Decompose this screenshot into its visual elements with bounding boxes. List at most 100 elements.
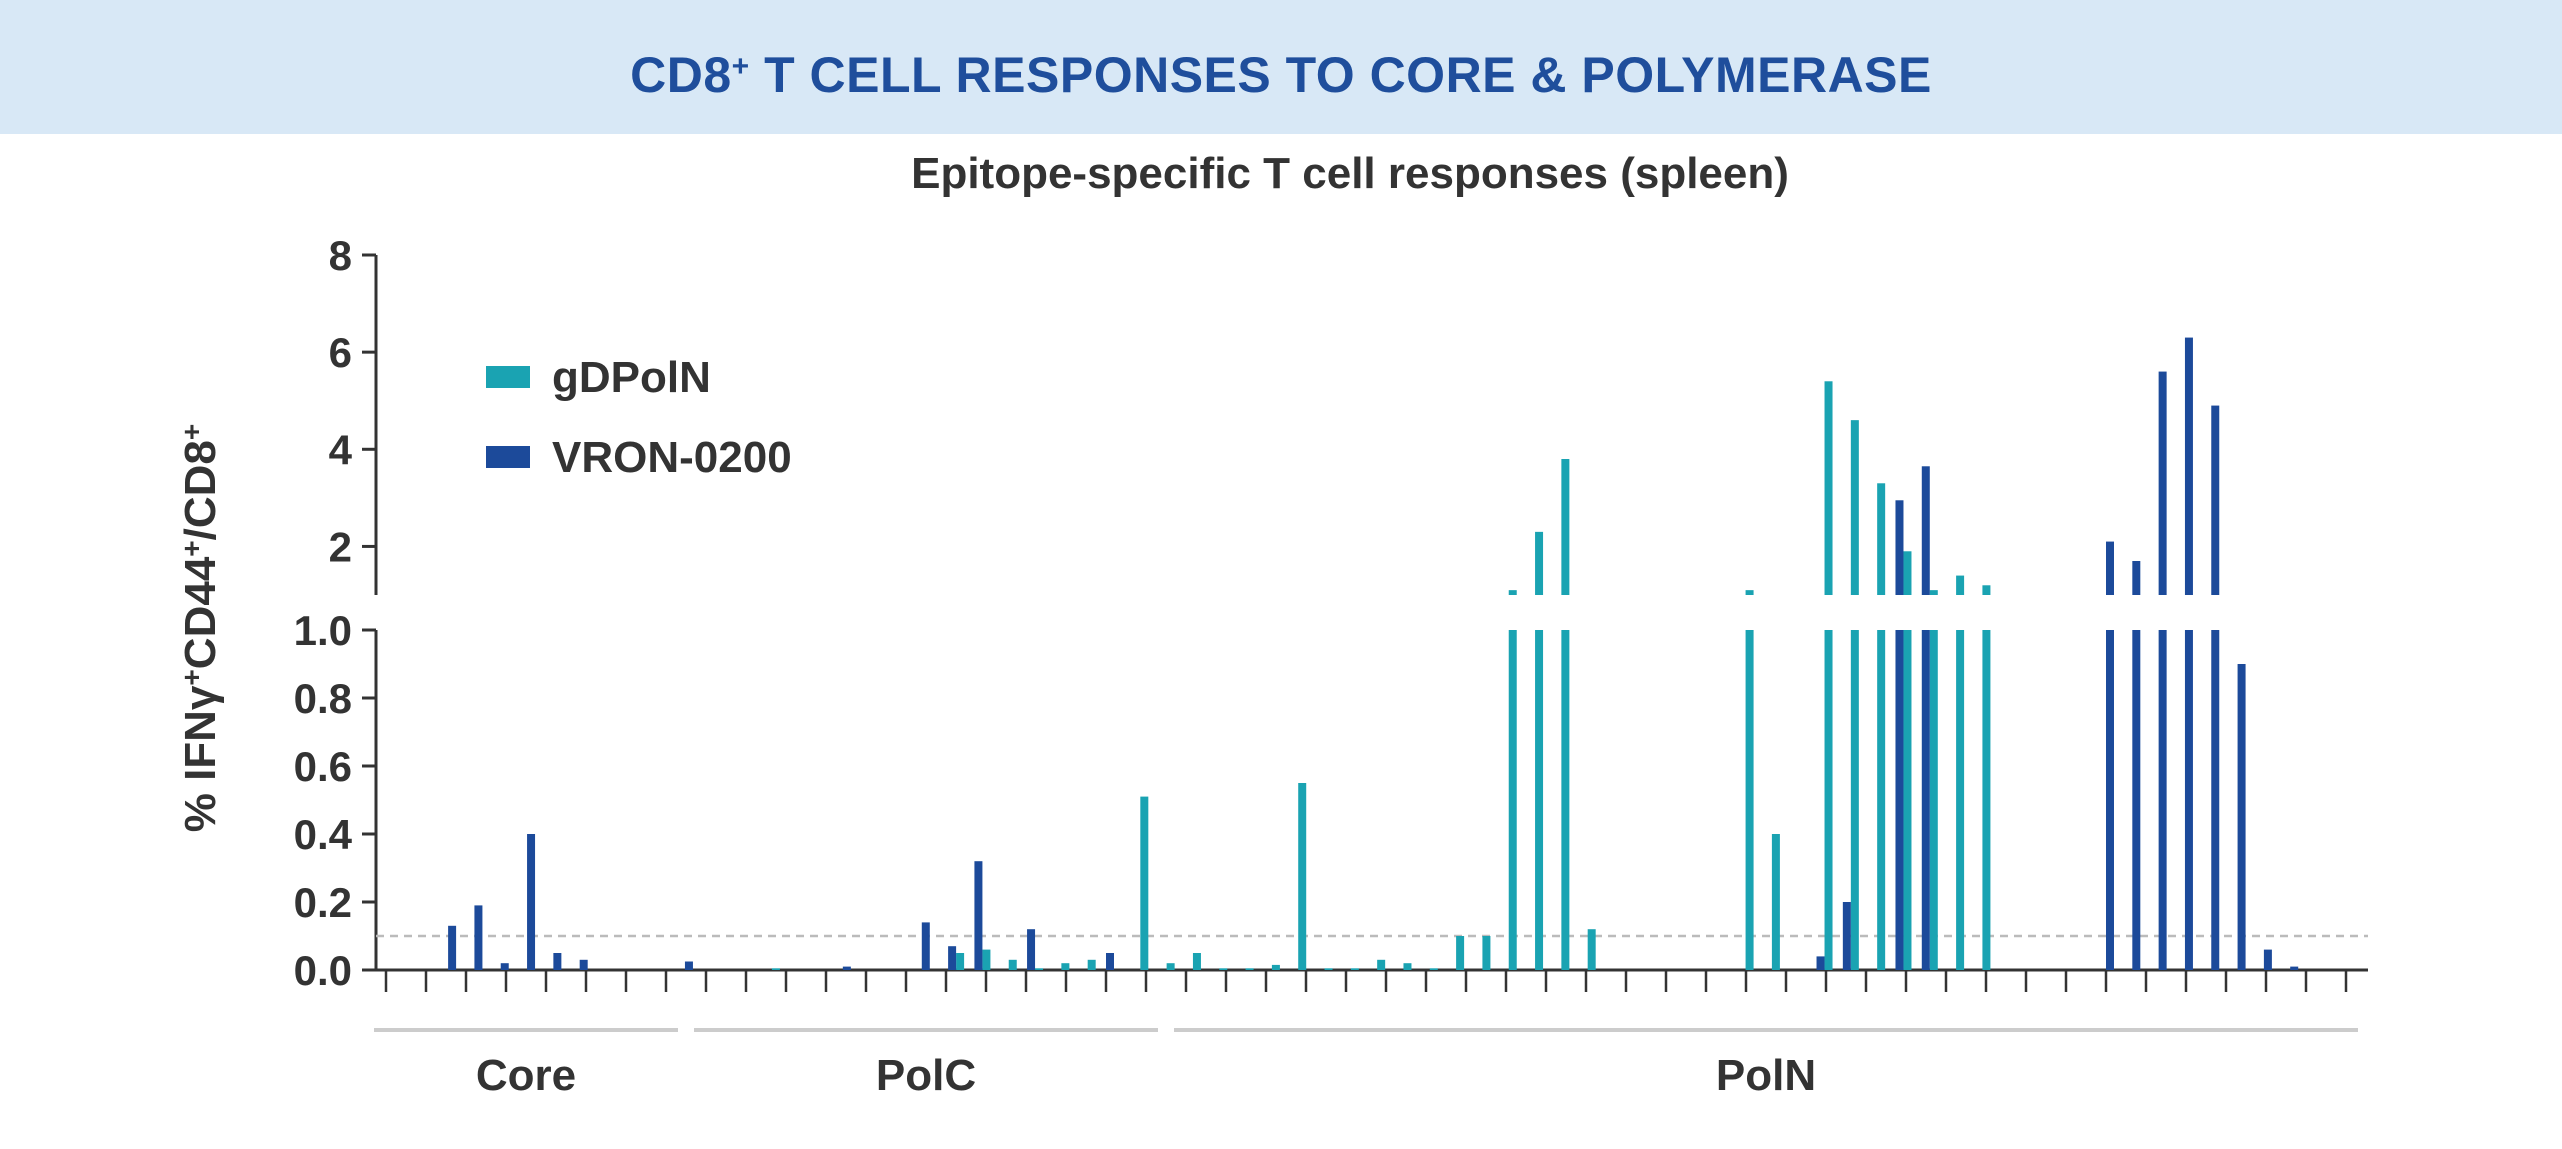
bar-vron (684, 961, 693, 970)
page-title: CD8+ T CELL RESPONSES TO CORE & POLYMERA… (630, 47, 1932, 103)
ylabel-part-2: CD44 (176, 556, 225, 669)
legend-label: gDPolN (552, 353, 711, 402)
legend-swatch (486, 446, 530, 468)
bar-gdpoln (1324, 968, 1333, 970)
bar-gdpoln (1824, 381, 1833, 970)
bar-vron-lower (2158, 630, 2167, 970)
bar-gdpoln-lower (1877, 630, 1886, 970)
bar-vron (527, 834, 536, 970)
bar-vron-lower (2106, 630, 2114, 970)
bar-gdpoln (1956, 575, 1965, 970)
bar-vron (2290, 966, 2299, 970)
bar-vron (2132, 561, 2141, 970)
bar-vron (2263, 949, 2272, 970)
bar-vron (2237, 664, 2246, 970)
group-label: Core (476, 1051, 576, 1100)
groups: Core PolC PolN (374, 1028, 2358, 1100)
bar-gdpoln (1008, 959, 1017, 970)
y-tick-label-lower: 0.4 (294, 811, 353, 858)
bar-gdpoln (1298, 783, 1307, 970)
bar-vron (1842, 902, 1851, 970)
bar-vron-upper (2106, 541, 2114, 595)
bar-gdpoln-upper (1877, 483, 1886, 595)
bar-gdpoln (1035, 968, 1044, 970)
bar-gdpoln (1219, 968, 1228, 970)
bar-vron (1106, 953, 1114, 970)
bar-gdpoln (1771, 834, 1780, 970)
bar-gdpoln (1140, 796, 1149, 970)
legend-label: VRON-0200 (552, 433, 792, 482)
bar-gdpoln (1245, 968, 1254, 970)
bar-vron (948, 946, 957, 970)
header-banner (0, 0, 2562, 134)
x-ticks (384, 970, 2348, 992)
bar-vron (921, 922, 930, 970)
bar-gdpoln (1271, 964, 1280, 970)
bar-gdpoln-lower (1508, 630, 1517, 970)
bar-gdpoln-upper (1929, 590, 1938, 595)
bar-gdpoln-lower (1561, 630, 1570, 970)
bar-gdpoln-lower (1982, 630, 1991, 970)
bar-gdpoln-upper (1956, 575, 1965, 595)
bar-vron (2106, 541, 2114, 970)
bar-gdpoln-upper (1535, 531, 1544, 595)
bar-gdpoln (1561, 459, 1570, 970)
bar-gdpoln-lower (1956, 630, 1965, 970)
ylabel-part-3: /CD8 (176, 440, 225, 540)
bar-gdpoln (1587, 929, 1596, 970)
bar-gdpoln (1903, 551, 1912, 970)
bar-vron-upper (2211, 405, 2220, 595)
bar-gdpoln (1535, 531, 1544, 970)
bar-gdpoln (1508, 590, 1517, 970)
ylabel-sup-3: + (176, 424, 207, 440)
bar-gdpoln-upper (1745, 590, 1754, 595)
bar-gdpoln (1166, 963, 1175, 970)
y-tick-label-lower: 1.0 (294, 607, 352, 654)
y-tick-label-upper: 8 (329, 232, 352, 279)
bars (448, 337, 2299, 970)
svg-text:% IFNγ+CD44+/CD8+: % IFNγ+CD44+/CD8+ (176, 424, 225, 833)
bar-gdpoln (1850, 420, 1859, 970)
y-tick-label-lower: 0.0 (294, 947, 352, 994)
bar-gdpoln (1192, 953, 1201, 970)
bar-vron (1895, 500, 1904, 970)
bar-gdpoln-lower (1535, 630, 1544, 970)
chart-title: Epitope-specific T cell responses (splee… (911, 149, 1789, 198)
bar-vron (842, 966, 851, 970)
bar-vron (974, 861, 983, 970)
bar-vron-upper (2132, 561, 2141, 595)
bar-vron (2184, 337, 2193, 970)
bar-gdpoln (1403, 963, 1412, 970)
y-tick-label-lower: 0.2 (294, 879, 352, 926)
y-tick-label-lower: 0.6 (294, 743, 352, 790)
bar-vron (2211, 405, 2220, 970)
bar-gdpoln (982, 949, 991, 970)
bar-gdpoln-upper (1850, 420, 1859, 595)
y-tick-label-upper: 6 (329, 329, 352, 376)
bar-vron-upper (2184, 337, 2193, 595)
bar-gdpoln (1456, 936, 1465, 970)
bar-vron-lower (2184, 630, 2193, 970)
bar-vron-upper (1921, 466, 1930, 595)
bar-gdpoln-lower (1903, 630, 1912, 970)
group-label: PolN (1716, 1051, 1816, 1100)
bar-vron-lower (2132, 630, 2141, 970)
bar-gdpoln-upper (1824, 381, 1833, 595)
group-label: PolC (876, 1051, 976, 1100)
bar-vron (1921, 466, 1930, 970)
bar-gdpoln-upper (1982, 585, 1991, 595)
bar-vron (553, 953, 562, 970)
bar-gdpoln (1745, 590, 1754, 970)
bar-vron-upper (2158, 371, 2167, 595)
bar-gdpoln (956, 953, 965, 970)
bar-gdpoln (771, 968, 780, 970)
bar-gdpoln (1377, 959, 1386, 970)
bar-gdpoln-lower (1850, 630, 1859, 970)
bar-gdpoln (1350, 968, 1359, 970)
bar-vron (448, 925, 457, 970)
bar-gdpoln (1482, 936, 1491, 970)
bar-gdpoln-upper (1903, 551, 1912, 595)
bar-vron (500, 963, 509, 970)
ylabel-sup-2: + (176, 540, 207, 556)
